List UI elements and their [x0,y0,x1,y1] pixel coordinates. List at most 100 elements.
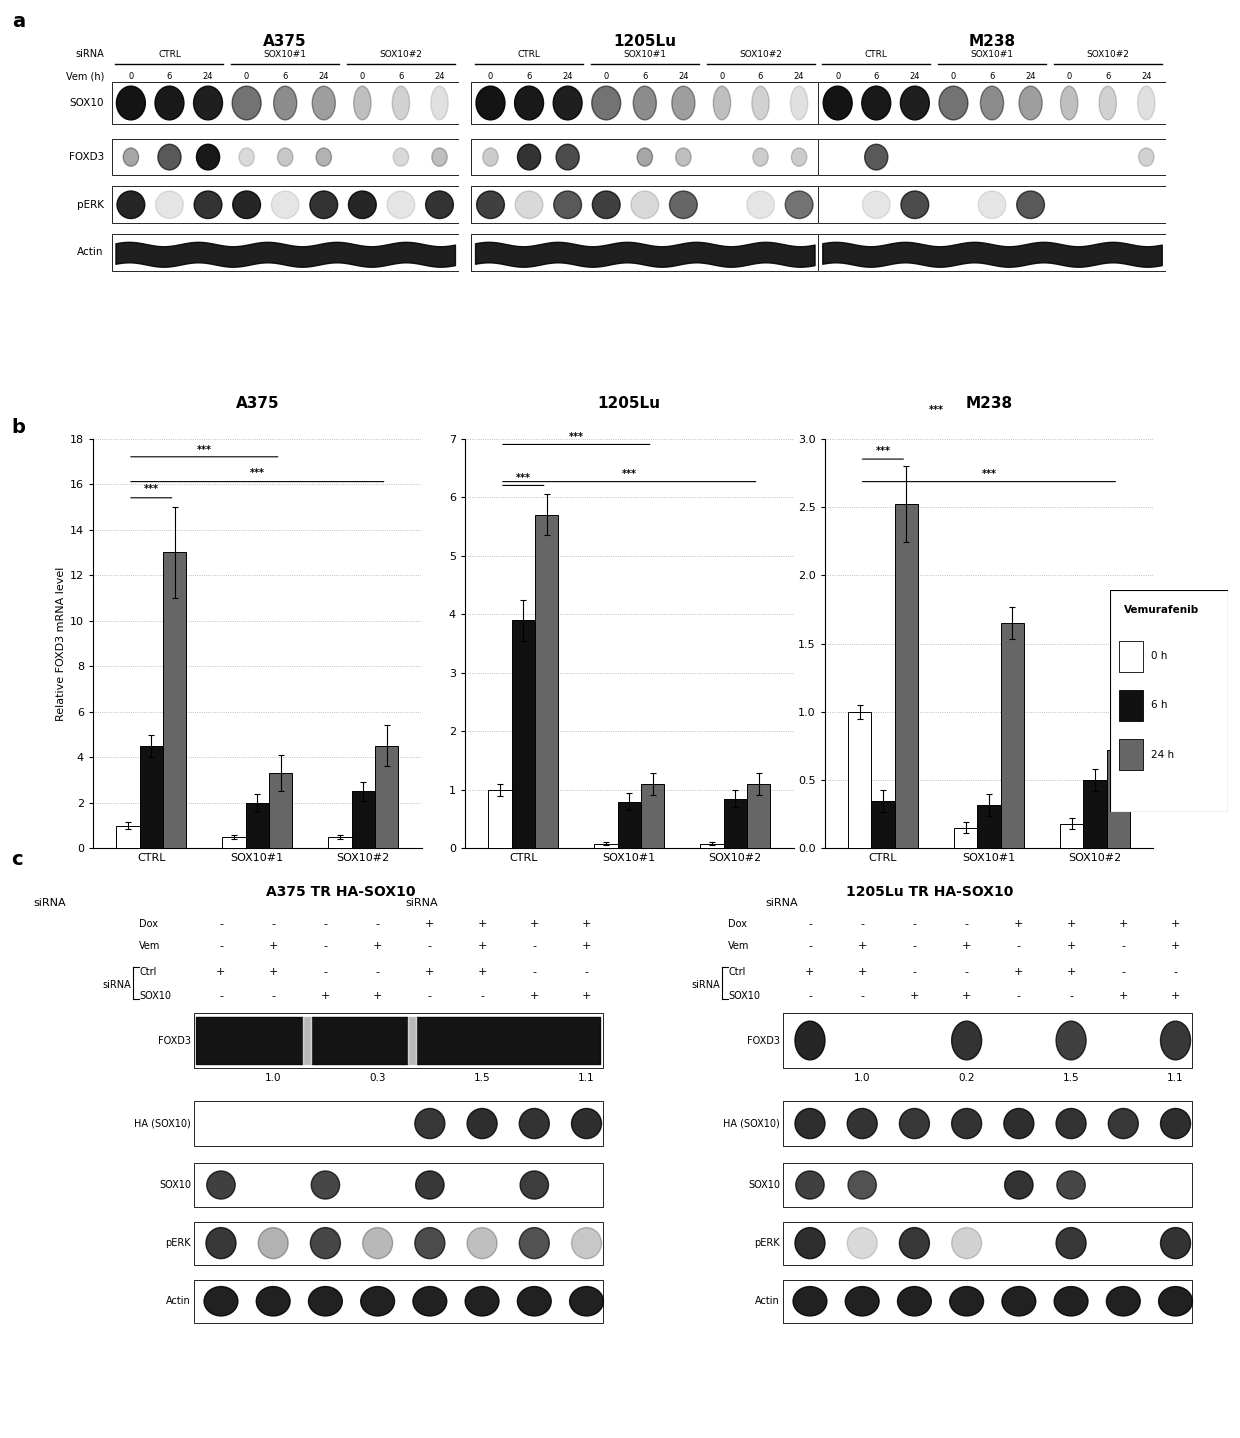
Ellipse shape [1109,1109,1138,1139]
Text: 1205Lu TR HA-SOX10: 1205Lu TR HA-SOX10 [847,886,1013,900]
Text: 24: 24 [203,72,213,81]
Text: +: + [1171,919,1180,929]
Ellipse shape [751,86,769,119]
Text: -: - [965,919,968,929]
Ellipse shape [1161,1109,1190,1139]
Text: +: + [477,919,487,929]
Ellipse shape [195,191,222,219]
Ellipse shape [467,1109,497,1139]
Ellipse shape [978,191,1006,219]
Ellipse shape [1161,1228,1190,1258]
Ellipse shape [155,191,184,219]
Bar [724,798,746,848]
Bar [746,784,770,848]
Ellipse shape [117,86,145,119]
Text: Actin: Actin [77,247,104,257]
Text: 6: 6 [1105,72,1111,81]
Text: 24: 24 [319,72,329,81]
Ellipse shape [1017,191,1044,219]
Text: +: + [910,991,919,1001]
Text: 6: 6 [166,72,172,81]
Bar [1120,690,1143,720]
Ellipse shape [637,148,652,167]
Ellipse shape [196,144,219,170]
Text: 1.0: 1.0 [265,1073,281,1083]
Bar [222,837,246,848]
Bar [471,139,818,175]
Ellipse shape [415,1228,445,1258]
Text: pERK: pERK [754,1238,780,1248]
Ellipse shape [790,86,807,119]
Text: +: + [582,942,591,952]
Ellipse shape [1004,1171,1033,1199]
Ellipse shape [415,1171,444,1199]
Text: 6: 6 [758,72,764,81]
Text: ***: *** [981,469,997,479]
Bar [818,139,1166,175]
Ellipse shape [205,1287,238,1316]
Ellipse shape [393,148,409,167]
Text: 6: 6 [283,72,288,81]
Ellipse shape [257,1287,290,1316]
Ellipse shape [847,1228,877,1258]
Ellipse shape [846,1287,879,1316]
Ellipse shape [482,148,498,167]
Ellipse shape [1161,1021,1190,1060]
Text: siRNA: siRNA [33,897,67,907]
Ellipse shape [951,1109,982,1139]
Text: A375 TR HA-SOX10: A375 TR HA-SOX10 [267,886,415,900]
Ellipse shape [1054,1287,1087,1316]
Text: -: - [1121,968,1125,978]
Bar [618,801,641,848]
Ellipse shape [465,1287,498,1316]
Ellipse shape [847,1109,877,1139]
Bar [489,789,512,848]
Text: -: - [219,942,223,952]
Text: 24: 24 [563,72,573,81]
Text: Ctrl: Ctrl [728,968,745,978]
Ellipse shape [785,191,813,219]
Bar [112,234,459,270]
Bar [1001,623,1024,848]
Bar [701,844,724,848]
Ellipse shape [795,1021,825,1060]
Text: +: + [582,919,591,929]
Text: HA (SOX10): HA (SOX10) [723,1119,780,1129]
Ellipse shape [554,191,582,219]
Title: A375: A375 [236,395,279,411]
Bar [782,1102,1192,1146]
Ellipse shape [794,1287,827,1316]
Text: SOX10#2: SOX10#2 [1086,50,1130,59]
Text: +: + [477,942,487,952]
Text: Vemurafenib: Vemurafenib [1123,605,1199,615]
Text: -: - [1069,991,1073,1001]
Text: +: + [1118,919,1128,929]
Ellipse shape [387,191,415,219]
Text: 0: 0 [604,72,609,81]
Text: SOX10: SOX10 [748,1181,780,1191]
Bar [374,746,398,848]
Text: 0: 0 [360,72,365,81]
Ellipse shape [593,191,620,219]
Ellipse shape [413,1287,446,1316]
Text: 1.1: 1.1 [578,1073,595,1083]
Bar [193,1102,603,1146]
Ellipse shape [520,1171,548,1199]
Text: 24 h: 24 h [1151,749,1174,759]
Text: -: - [532,942,536,952]
Text: 1.5: 1.5 [474,1073,490,1083]
Text: +: + [805,968,815,978]
Bar [246,802,269,848]
Ellipse shape [631,191,658,219]
Text: FOXD3: FOXD3 [157,1035,191,1045]
Text: Dox: Dox [139,919,159,929]
Text: +: + [582,991,591,1001]
Text: +: + [1066,919,1076,929]
Ellipse shape [1099,86,1116,119]
Text: CTRL: CTRL [517,50,541,59]
Ellipse shape [117,191,145,219]
Text: CTRL: CTRL [864,50,888,59]
Ellipse shape [939,86,968,119]
Text: 24: 24 [794,72,805,81]
Text: ***: *** [516,473,531,483]
